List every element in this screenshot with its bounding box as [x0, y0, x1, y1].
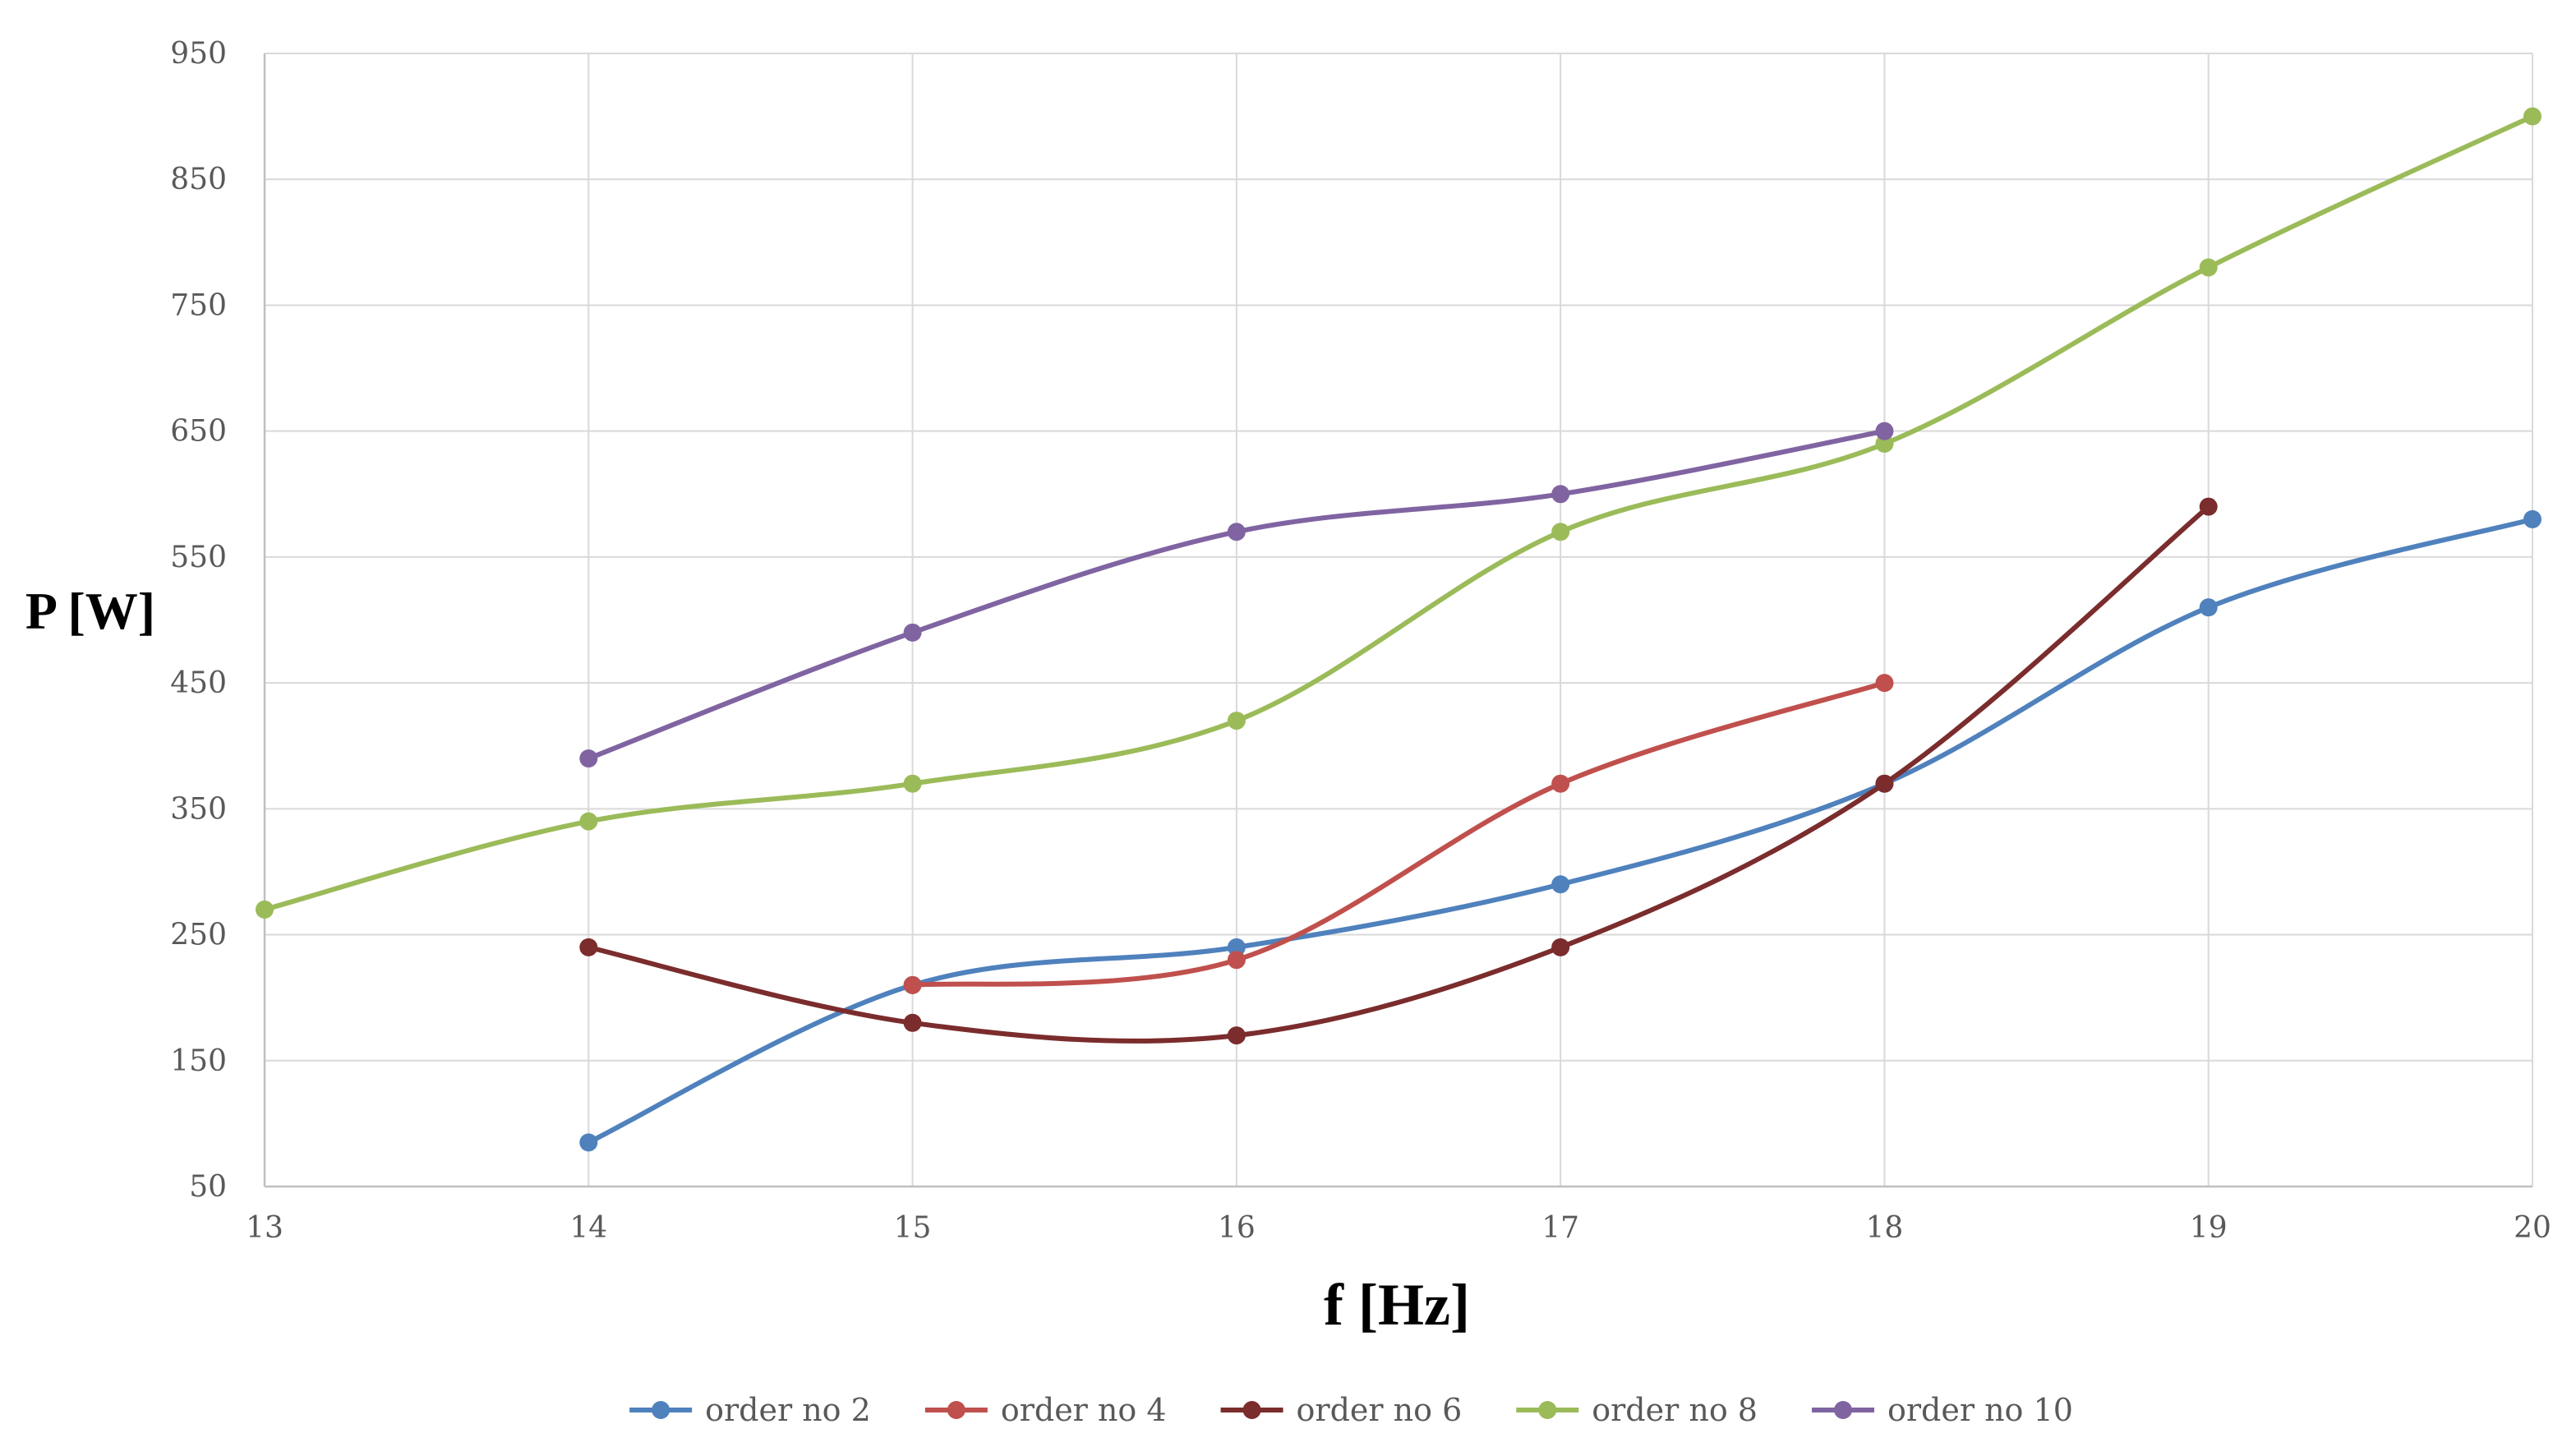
- series-line: [910, 680, 1887, 988]
- legend-item-1: order no 2: [629, 1392, 871, 1428]
- series: [256, 107, 2541, 1152]
- data-point: [1875, 774, 1894, 793]
- y-tick-label: 750: [170, 288, 227, 322]
- legend-marker: [1242, 1401, 1261, 1419]
- y-tick-label: 550: [170, 541, 227, 574]
- data-point: [256, 900, 274, 919]
- x-tick-label: 15: [894, 1211, 932, 1245]
- series-line: [586, 504, 2211, 1044]
- series-5: [579, 422, 1894, 768]
- data-point: [1227, 951, 1246, 970]
- data-point: [1875, 422, 1894, 440]
- data-point: [1551, 485, 1570, 504]
- data-point: [2199, 258, 2218, 277]
- x-tick-label: 17: [1541, 1211, 1579, 1245]
- y-tick-label: 450: [170, 666, 227, 700]
- legend-marker: [1833, 1401, 1852, 1419]
- x-tick-label: 13: [246, 1211, 283, 1245]
- data-point: [1227, 523, 1246, 541]
- data-point: [1551, 875, 1570, 894]
- data-point: [1227, 938, 1246, 956]
- legend-item-3: order no 6: [1220, 1392, 1463, 1428]
- data-point: [1875, 434, 1894, 453]
- data-point: [2199, 497, 2218, 516]
- legend-label: order no 8: [1592, 1392, 1758, 1428]
- data-point: [2199, 598, 2218, 617]
- y-tick-label: 50: [189, 1170, 227, 1204]
- y-tick-label: 350: [170, 792, 227, 826]
- legend-marker: [1538, 1401, 1557, 1419]
- legend-label: order no 6: [1297, 1392, 1463, 1428]
- axes: [263, 53, 2532, 1188]
- data-point: [1551, 523, 1570, 541]
- legend-label: order no 10: [1887, 1392, 2073, 1428]
- legend-marker: [652, 1401, 670, 1419]
- data-point: [1551, 938, 1570, 956]
- data-point: [579, 1133, 598, 1152]
- data-point: [579, 938, 598, 956]
- x-tick-label: 19: [2190, 1211, 2228, 1245]
- y-tick-label: 850: [170, 163, 227, 196]
- legend-label: order no 2: [705, 1392, 871, 1428]
- series-3: [579, 497, 2218, 1045]
- legend-marker: [947, 1401, 965, 1419]
- y-tick-label: 650: [170, 415, 227, 449]
- y-tick-label: 950: [170, 37, 227, 71]
- series-line: [262, 113, 2535, 912]
- legend-item-5: order no 10: [1811, 1392, 2073, 1428]
- data-point: [903, 774, 922, 793]
- y-axis-title: P [W]: [25, 582, 155, 640]
- data-point: [903, 623, 922, 642]
- series-2: [903, 674, 1894, 994]
- tick-labels: 50 150 250 350 450 550 650 750 850 950 13 14 15 16 17 1…: [170, 37, 2551, 1245]
- data-point: [1227, 712, 1246, 730]
- x-tick-label: 16: [1218, 1211, 1256, 1245]
- data-point: [903, 975, 922, 994]
- x-tick-label: 14: [569, 1211, 607, 1245]
- legend-item-4: order no 8: [1516, 1392, 1758, 1428]
- data-point: [2523, 107, 2541, 126]
- data-point: [1875, 674, 1894, 693]
- legend: order no 2 order no 4 order no 6 order no 8…: [629, 1392, 2073, 1428]
- data-point: [579, 812, 598, 831]
- x-tick-label: 18: [1866, 1211, 1904, 1245]
- x-axis-title: f [Hz]: [1324, 1272, 1470, 1338]
- data-point: [903, 1013, 922, 1032]
- data-point: [2523, 509, 2541, 528]
- y-tick-label: 250: [170, 919, 227, 952]
- data-point: [1227, 1026, 1246, 1045]
- legend-item-2: order no 4: [924, 1392, 1167, 1428]
- y-tick-label: 150: [170, 1044, 227, 1078]
- data-point: [579, 749, 598, 768]
- x-tick-label: 20: [2514, 1211, 2551, 1245]
- legend-label: order no 4: [1001, 1392, 1167, 1428]
- series-4: [256, 107, 2541, 919]
- gridlines: [264, 53, 2533, 1187]
- data-point: [1551, 774, 1570, 793]
